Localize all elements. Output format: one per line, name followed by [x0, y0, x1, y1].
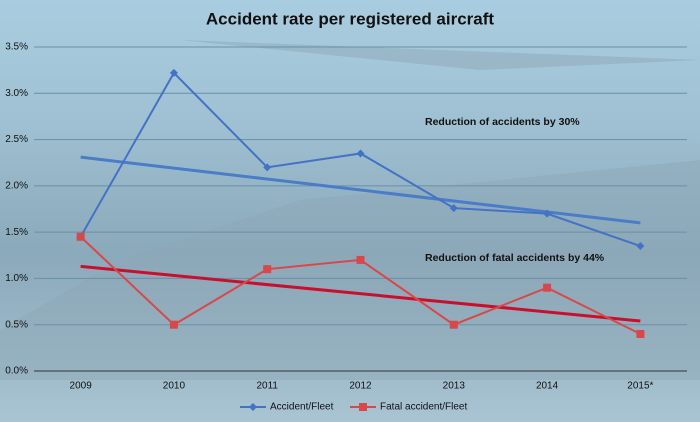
- annotation: Reduction of accidents by 30%: [425, 116, 580, 128]
- annotation: Reduction of fatal accidents by 44%: [425, 252, 605, 264]
- x-tick-label: 2013: [443, 381, 466, 392]
- y-tick-label: 0.5%: [5, 319, 28, 330]
- x-tick-label: 2009: [70, 381, 93, 392]
- marker: [636, 242, 645, 251]
- marker: [263, 163, 272, 172]
- trendline: [80, 264, 641, 323]
- x-tick-label: 2011: [256, 381, 278, 392]
- marker: [449, 320, 458, 329]
- marker: [543, 209, 552, 218]
- marker: [636, 329, 645, 338]
- legend-marker: [359, 403, 367, 411]
- x-tick-label: 2015*: [627, 381, 653, 392]
- y-tick-label: 0.0%: [5, 366, 28, 377]
- y-tick-label: 2.0%: [5, 180, 28, 191]
- legend-marker: [249, 403, 257, 411]
- y-tick-label: 2.5%: [5, 134, 28, 145]
- marker: [169, 320, 178, 329]
- marker: [76, 232, 85, 241]
- x-tick-label: 2012: [349, 381, 372, 392]
- marker: [169, 68, 178, 77]
- y-tick-label: 1.5%: [5, 227, 28, 238]
- legend-label: Fatal accident/Fleet: [380, 402, 467, 413]
- chart-title: Accident rate per registered aircraft: [206, 9, 495, 28]
- marker: [449, 204, 458, 213]
- x-tick-label: 2014: [536, 381, 559, 392]
- y-tick-label: 1.0%: [5, 273, 28, 284]
- marker: [356, 149, 365, 158]
- marker: [356, 255, 365, 264]
- y-tick-label: 3.5%: [5, 42, 28, 53]
- marker: [543, 283, 552, 292]
- y-tick-label: 3.0%: [5, 88, 28, 99]
- background-photo: [0, 40, 700, 380]
- x-tick-label: 2010: [163, 381, 186, 392]
- legend-label: Accident/Fleet: [270, 402, 334, 413]
- marker: [263, 265, 272, 274]
